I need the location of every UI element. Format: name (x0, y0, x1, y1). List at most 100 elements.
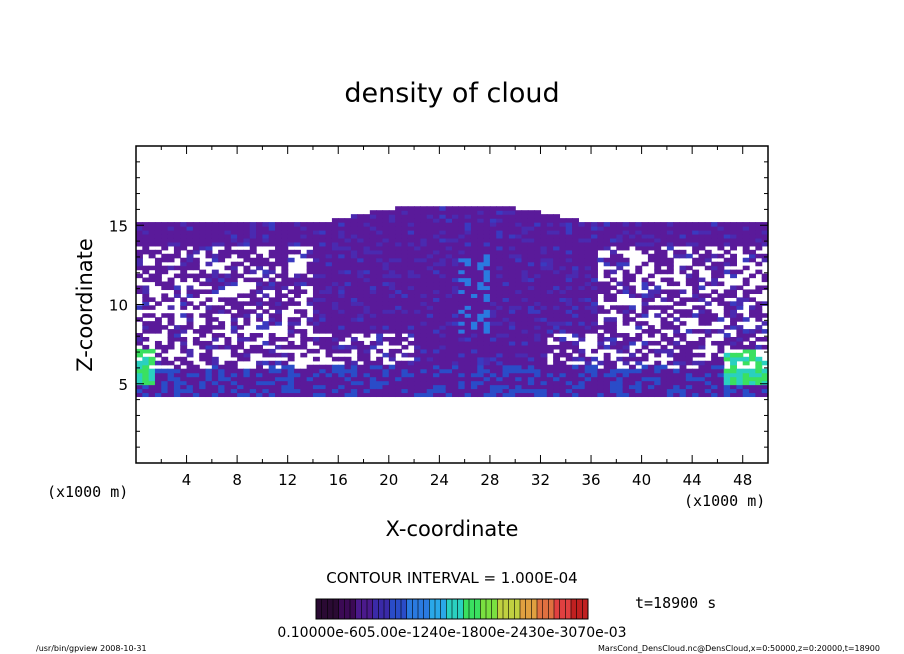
field-cell (685, 376, 693, 382)
field-cell (553, 249, 561, 255)
field-cell (414, 269, 421, 275)
field-cell (540, 336, 548, 342)
field-cell (730, 222, 737, 227)
field-cell (508, 273, 516, 279)
field-cell (154, 237, 162, 243)
field-cell (666, 237, 674, 243)
field-cell (489, 336, 497, 342)
field-cell (464, 340, 472, 346)
field-cell (344, 269, 352, 275)
field-cell (489, 297, 497, 302)
field-cell (641, 344, 649, 350)
field-cell (205, 388, 213, 394)
field-cell (508, 249, 516, 255)
field-cell (401, 222, 409, 227)
field-cell (553, 313, 561, 318)
field-cell (414, 210, 421, 215)
field-cell (363, 313, 371, 318)
field-cell (458, 297, 466, 302)
field-cell (616, 356, 624, 362)
field-cell (154, 249, 162, 255)
field-cell (180, 384, 188, 390)
field-cell (325, 344, 333, 350)
field-cell (540, 269, 548, 275)
field-cell (218, 297, 226, 302)
field-cell (312, 281, 320, 287)
field-cell (319, 317, 327, 322)
field-cell (287, 237, 295, 243)
field-cell (218, 372, 226, 378)
field-cell (527, 237, 535, 243)
field-cell (237, 333, 245, 338)
field-cell (433, 336, 440, 342)
colorbar-cell (503, 599, 510, 619)
field-cell (369, 376, 377, 382)
field-cell (357, 372, 365, 378)
field-cell (180, 277, 188, 283)
field-cell (161, 281, 169, 287)
field-cell (249, 297, 257, 302)
field-cell (262, 241, 270, 247)
field-cell (470, 388, 478, 394)
field-cell (363, 265, 371, 271)
field-cell (445, 329, 453, 334)
field-cell (382, 313, 390, 318)
field-cell (483, 348, 491, 354)
field-cell (521, 277, 529, 283)
field-cell (736, 241, 744, 247)
field-cell (628, 340, 636, 346)
field-cell (407, 230, 415, 235)
field-cell (692, 241, 700, 247)
field-cell (717, 293, 725, 298)
field-cell (426, 265, 434, 271)
field-cell (591, 245, 598, 251)
field-cell (192, 257, 200, 263)
field-cell (325, 245, 333, 251)
field-cell (704, 226, 712, 231)
field-cell (167, 285, 175, 291)
field-cell (761, 384, 768, 390)
field-cell (331, 380, 339, 386)
field-cell (464, 293, 472, 298)
field-cell (173, 384, 181, 390)
field-cell (331, 301, 339, 306)
field-cell (477, 253, 485, 259)
field-cell (420, 293, 428, 298)
field-cell (173, 222, 181, 227)
field-cell (237, 261, 245, 267)
field-cell (540, 293, 548, 298)
colorbar-cell (435, 599, 442, 619)
field-cell (559, 313, 567, 318)
field-cell (237, 230, 245, 235)
field-cell (218, 281, 226, 287)
field-cell (452, 218, 459, 223)
field-cell (464, 388, 472, 394)
field-cell (300, 253, 308, 259)
field-cell (186, 380, 194, 386)
field-cell (167, 230, 175, 235)
field-cell (616, 380, 624, 386)
field-cell (483, 206, 491, 211)
field-cell (742, 360, 750, 366)
colorbar-cell (389, 599, 396, 619)
field-cell (338, 348, 346, 354)
field-cell (344, 317, 352, 322)
field-cell (414, 226, 421, 231)
field-cell (287, 388, 295, 394)
field-cell (685, 348, 693, 354)
field-cell (312, 348, 320, 354)
field-cell (382, 297, 390, 302)
field-cell (237, 384, 245, 390)
field-cell (584, 289, 592, 295)
field-cell (344, 237, 352, 243)
field-cell (654, 364, 662, 370)
field-cell (496, 214, 504, 219)
field-cell (420, 261, 428, 267)
field-cell (704, 372, 712, 378)
field-cell (591, 289, 598, 295)
field-cell (136, 261, 143, 267)
field-cell (496, 218, 504, 223)
field-cell (546, 265, 554, 271)
field-cell (433, 352, 440, 358)
field-cell (458, 245, 466, 251)
